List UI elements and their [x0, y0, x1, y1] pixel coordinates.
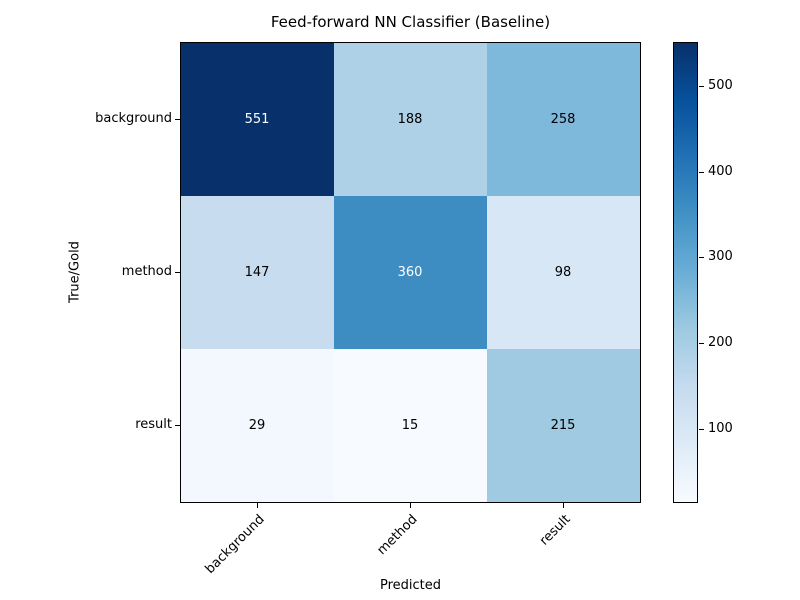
- x-tick-mark: [410, 503, 412, 508]
- heatmap-axes: 551 188 258 147 360 98 29 15 215: [179, 41, 641, 503]
- heatmap-cell-method-result: 98: [486, 195, 640, 349]
- heatmap-cell-background-result: 258: [486, 42, 640, 196]
- heatmap-cell-method-method: 360: [333, 195, 487, 349]
- colorbar-tick-mark: [699, 257, 704, 259]
- colorbar-tick-label-100: 100: [708, 421, 733, 436]
- y-tick-label-background: background: [95, 111, 172, 126]
- y-tick-mark: [175, 119, 180, 121]
- colorbar-tick-label-200: 200: [708, 335, 733, 350]
- heatmap-cell-result-result: 215: [486, 348, 640, 502]
- colorbar-tick-label-300: 300: [708, 249, 733, 264]
- x-tick-mark: [563, 503, 565, 508]
- heatmap-cell-background-method: 188: [333, 42, 487, 196]
- y-tick-mark: [175, 425, 180, 427]
- heatmap-cell-background-background: 551: [180, 42, 334, 196]
- y-tick-mark: [175, 272, 180, 274]
- y-tick-label-method: method: [121, 264, 172, 279]
- colorbar-tick-mark: [699, 172, 704, 174]
- colorbar-tick-mark: [699, 343, 704, 345]
- colorbar-tick-label-500: 500: [708, 78, 733, 93]
- colorbar-gradient: [672, 41, 698, 503]
- x-axis-label: Predicted: [379, 578, 442, 593]
- heatmap-cell-method-background: 147: [180, 195, 334, 349]
- heatmap-cell-result-method: 15: [333, 348, 487, 502]
- y-tick-label-result: result: [135, 417, 172, 432]
- x-tick-mark: [257, 503, 259, 508]
- colorbar-tick-mark: [699, 429, 704, 431]
- colorbar-tick-label-400: 400: [708, 164, 733, 179]
- chart-title: Feed-forward NN Classifier (Baseline): [270, 13, 551, 31]
- heatmap-cell-result-background: 29: [180, 348, 334, 502]
- colorbar-tick-mark: [699, 86, 704, 88]
- y-axis-label: True/Gold: [67, 241, 83, 303]
